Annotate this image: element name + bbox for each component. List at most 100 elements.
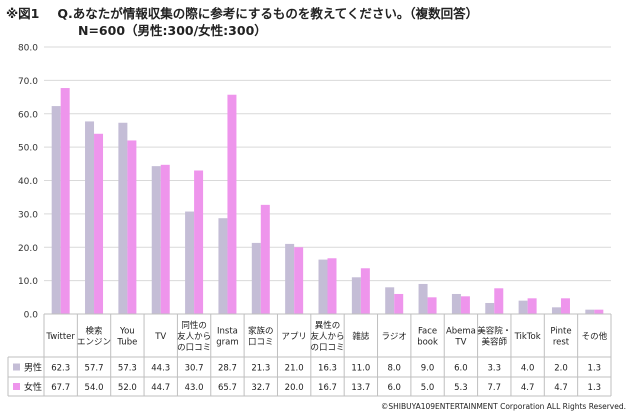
bar-female	[160, 164, 170, 314]
data-value: 44.3	[151, 364, 170, 374]
bar-male	[151, 166, 161, 314]
data-value: 5.3	[454, 383, 468, 393]
data-value: 6.0	[454, 364, 468, 374]
category-label: 検索	[86, 326, 103, 337]
data-value: 57.3	[118, 364, 137, 374]
data-value: 1.3	[588, 383, 602, 393]
bar-female	[227, 94, 237, 314]
bar-female	[527, 298, 537, 314]
data-value: 32.7	[251, 383, 270, 393]
data-value: 13.7	[351, 383, 370, 393]
bar-male	[518, 300, 528, 314]
y-tick-label: 70.0	[18, 77, 38, 87]
category-label: 口コミ	[248, 338, 274, 348]
bar-male	[351, 277, 361, 314]
category-label: gram	[216, 338, 238, 348]
category-label: Abema	[446, 327, 476, 337]
legend-swatch-female	[13, 383, 20, 390]
category-label: book	[417, 338, 438, 348]
bar-female	[260, 204, 270, 314]
data-value: 11.0	[351, 364, 370, 374]
bar-male	[551, 307, 561, 314]
y-tick-label: 50.0	[18, 144, 38, 154]
bar-male	[51, 106, 61, 314]
category-label: Face	[418, 327, 437, 337]
legend-label-male: 男性	[24, 362, 42, 374]
data-value: 43.0	[185, 383, 204, 393]
data-value: 4.7	[554, 383, 568, 393]
y-tick-label: 80.0	[18, 44, 38, 54]
bar-male	[585, 309, 595, 314]
category-label: 雑誌	[352, 331, 370, 342]
data-value: 7.7	[487, 383, 501, 393]
data-value: 2.0	[554, 364, 568, 374]
bar-female	[360, 268, 370, 314]
category-label: You	[119, 327, 135, 337]
data-value: 16.7	[318, 383, 337, 393]
data-value: 62.3	[51, 364, 70, 374]
bar-male	[451, 293, 461, 314]
data-value: 8.0	[387, 364, 401, 374]
figure-label: ※図1	[6, 6, 40, 21]
category-label: ラジオ	[382, 332, 407, 342]
category-label: Pinte	[550, 327, 571, 337]
category-label: その他	[582, 331, 608, 342]
bar-male	[285, 243, 295, 314]
category-label: rest	[553, 338, 570, 348]
y-tick-label: 0.0	[24, 311, 39, 321]
data-value: 1.3	[588, 364, 602, 374]
category-label: アプリ	[281, 332, 307, 342]
question-text: Q.あなたが情報収集の際に参考にするものを教えてください。（複数回答）	[57, 6, 479, 21]
category-label: 友人から	[177, 331, 211, 342]
bar-female	[394, 293, 404, 314]
category-label: TV	[154, 332, 166, 342]
bar-male	[418, 283, 428, 314]
category-label: 家族の	[248, 326, 274, 337]
category-label: Twitter	[45, 332, 75, 342]
data-value: 28.7	[218, 364, 237, 374]
data-value: 3.3	[487, 364, 501, 374]
bar-female	[194, 170, 204, 314]
y-tick-label: 20.0	[18, 244, 38, 254]
category-label: 同性の	[181, 320, 207, 331]
category-label: Insta	[217, 327, 238, 337]
bar-male	[118, 122, 128, 314]
bar-female	[94, 133, 104, 314]
chart-title-line1: ※図1 Q.あなたが情報収集の際に参考にするものを教えてください。（複数回答）	[6, 3, 478, 22]
data-value: 21.0	[285, 364, 304, 374]
category-label: エンジン	[77, 338, 111, 348]
bar-female	[294, 247, 304, 314]
bar-male	[385, 287, 395, 314]
bar-female	[560, 298, 570, 314]
category-label: Tube	[116, 338, 137, 348]
data-value: 65.7	[218, 383, 237, 393]
data-value: 57.7	[85, 364, 104, 374]
category-label: の口コミ	[310, 343, 344, 353]
bar-male	[185, 211, 195, 314]
bar-male	[218, 218, 228, 314]
data-value: 20.0	[285, 383, 304, 393]
data-value: 6.0	[387, 383, 401, 393]
data-value: 4.7	[521, 383, 535, 393]
bar-female	[494, 288, 504, 314]
data-value: 4.0	[521, 364, 535, 374]
category-label: 友人から	[310, 331, 344, 342]
data-value: 52.0	[118, 383, 137, 393]
category-label: TV	[454, 338, 466, 348]
data-value: 30.7	[185, 364, 204, 374]
data-value: 9.0	[421, 364, 435, 374]
bar-female	[460, 296, 470, 314]
bar-female	[60, 88, 70, 315]
y-tick-label: 30.0	[18, 210, 38, 220]
data-value: 44.7	[151, 383, 170, 393]
data-value: 5.0	[421, 383, 435, 393]
bar-male	[251, 242, 261, 314]
bar-female	[594, 309, 604, 314]
bar-male	[318, 259, 328, 314]
data-value: 16.3	[318, 364, 337, 374]
data-value: 21.3	[251, 364, 270, 374]
legend-label-female: 女性	[24, 381, 42, 393]
bar-male	[485, 302, 495, 314]
category-label: の口コミ	[177, 343, 211, 353]
data-value: 67.7	[51, 383, 70, 393]
